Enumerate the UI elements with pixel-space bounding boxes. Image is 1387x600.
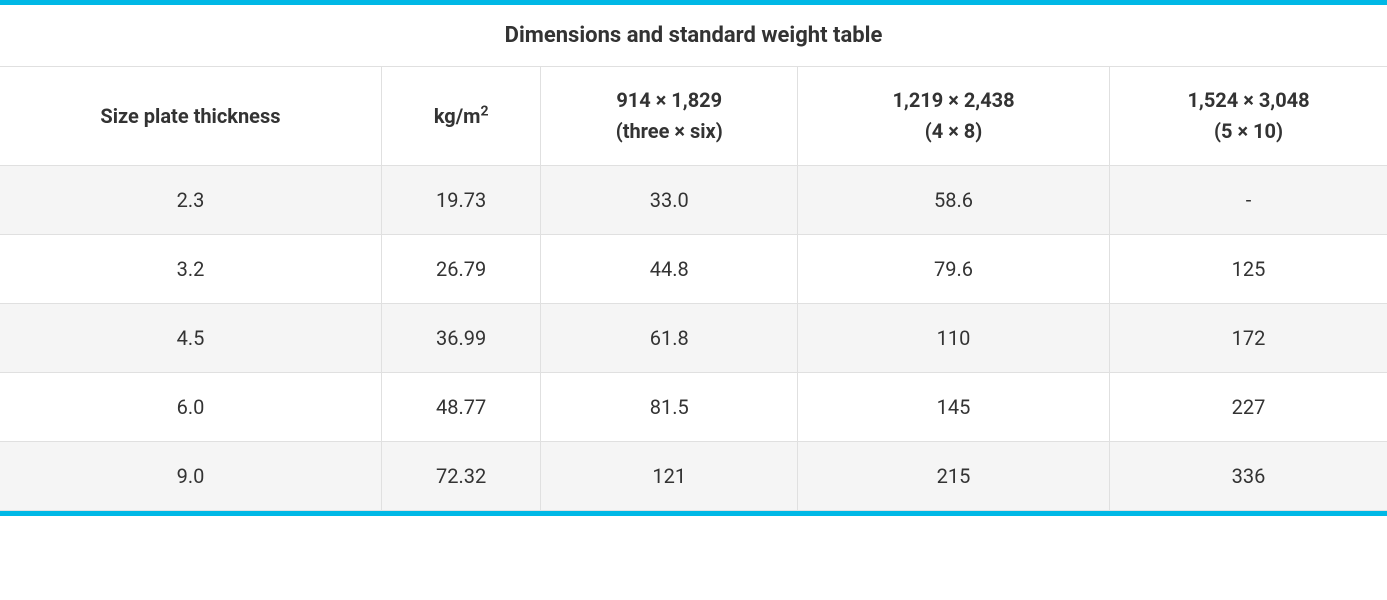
cell-kgm2: 48.77 xyxy=(381,373,541,442)
cell-size1: 33.0 xyxy=(541,166,798,235)
cell-thickness: 4.5 xyxy=(0,304,381,373)
dimensions-weight-table: Dimensions and standard weight table Siz… xyxy=(0,5,1387,511)
col-header-size2-label: 1,219 × 2,438 xyxy=(892,88,1014,112)
cell-thickness: 9.0 xyxy=(0,442,381,511)
col-header-size1-sub: (three × six) xyxy=(551,116,787,147)
table-row: 4.5 36.99 61.8 110 172 xyxy=(0,304,1387,373)
cell-size3: - xyxy=(1110,166,1387,235)
cell-size2: 215 xyxy=(798,442,1110,511)
cell-size1: 81.5 xyxy=(541,373,798,442)
col-header-size1-label: 914 × 1,829 xyxy=(616,88,722,112)
cell-kgm2: 72.32 xyxy=(381,442,541,511)
cell-size3: 227 xyxy=(1110,373,1387,442)
cell-kgm2: 19.73 xyxy=(381,166,541,235)
col-header-thickness: Size plate thickness xyxy=(0,67,381,166)
cell-thickness: 6.0 xyxy=(0,373,381,442)
cell-kgm2: 36.99 xyxy=(381,304,541,373)
table-row: 9.0 72.32 121 215 336 xyxy=(0,442,1387,511)
table-title: Dimensions and standard weight table xyxy=(0,5,1387,67)
col-header-size3-label: 1,524 × 3,048 xyxy=(1187,88,1309,112)
table-row: 2.3 19.73 33.0 58.6 - xyxy=(0,166,1387,235)
table-row: 6.0 48.77 81.5 145 227 xyxy=(0,373,1387,442)
col-header-thickness-label: Size plate thickness xyxy=(100,104,280,128)
cell-thickness: 2.3 xyxy=(0,166,381,235)
cell-size2: 110 xyxy=(798,304,1110,373)
col-header-size2-sub: (4 × 8) xyxy=(808,116,1099,147)
cell-kgm2: 26.79 xyxy=(381,235,541,304)
table-row: 3.2 26.79 44.8 79.6 125 xyxy=(0,235,1387,304)
cell-size3: 172 xyxy=(1110,304,1387,373)
table-header-row: Size plate thickness kg/m2 914 × 1,829 (… xyxy=(0,67,1387,166)
col-header-size2: 1,219 × 2,438 (4 × 8) xyxy=(798,67,1110,166)
cell-size2: 79.6 xyxy=(798,235,1110,304)
col-header-kgm2-label: kg/m2 xyxy=(434,104,489,128)
cell-size1: 121 xyxy=(541,442,798,511)
cell-size3: 125 xyxy=(1110,235,1387,304)
table-body: 2.3 19.73 33.0 58.6 - 3.2 26.79 44.8 79.… xyxy=(0,166,1387,511)
cell-thickness: 3.2 xyxy=(0,235,381,304)
cell-size1: 44.8 xyxy=(541,235,798,304)
accent-bar-bottom xyxy=(0,511,1387,516)
cell-size2: 145 xyxy=(798,373,1110,442)
cell-size3: 336 xyxy=(1110,442,1387,511)
weight-table-container: Dimensions and standard weight table Siz… xyxy=(0,0,1387,516)
col-header-size3-sub: (5 × 10) xyxy=(1120,116,1377,147)
col-header-kgm2: kg/m2 xyxy=(381,67,541,166)
col-header-size1: 914 × 1,829 (three × six) xyxy=(541,67,798,166)
cell-size1: 61.8 xyxy=(541,304,798,373)
col-header-size3: 1,524 × 3,048 (5 × 10) xyxy=(1110,67,1387,166)
cell-size2: 58.6 xyxy=(798,166,1110,235)
